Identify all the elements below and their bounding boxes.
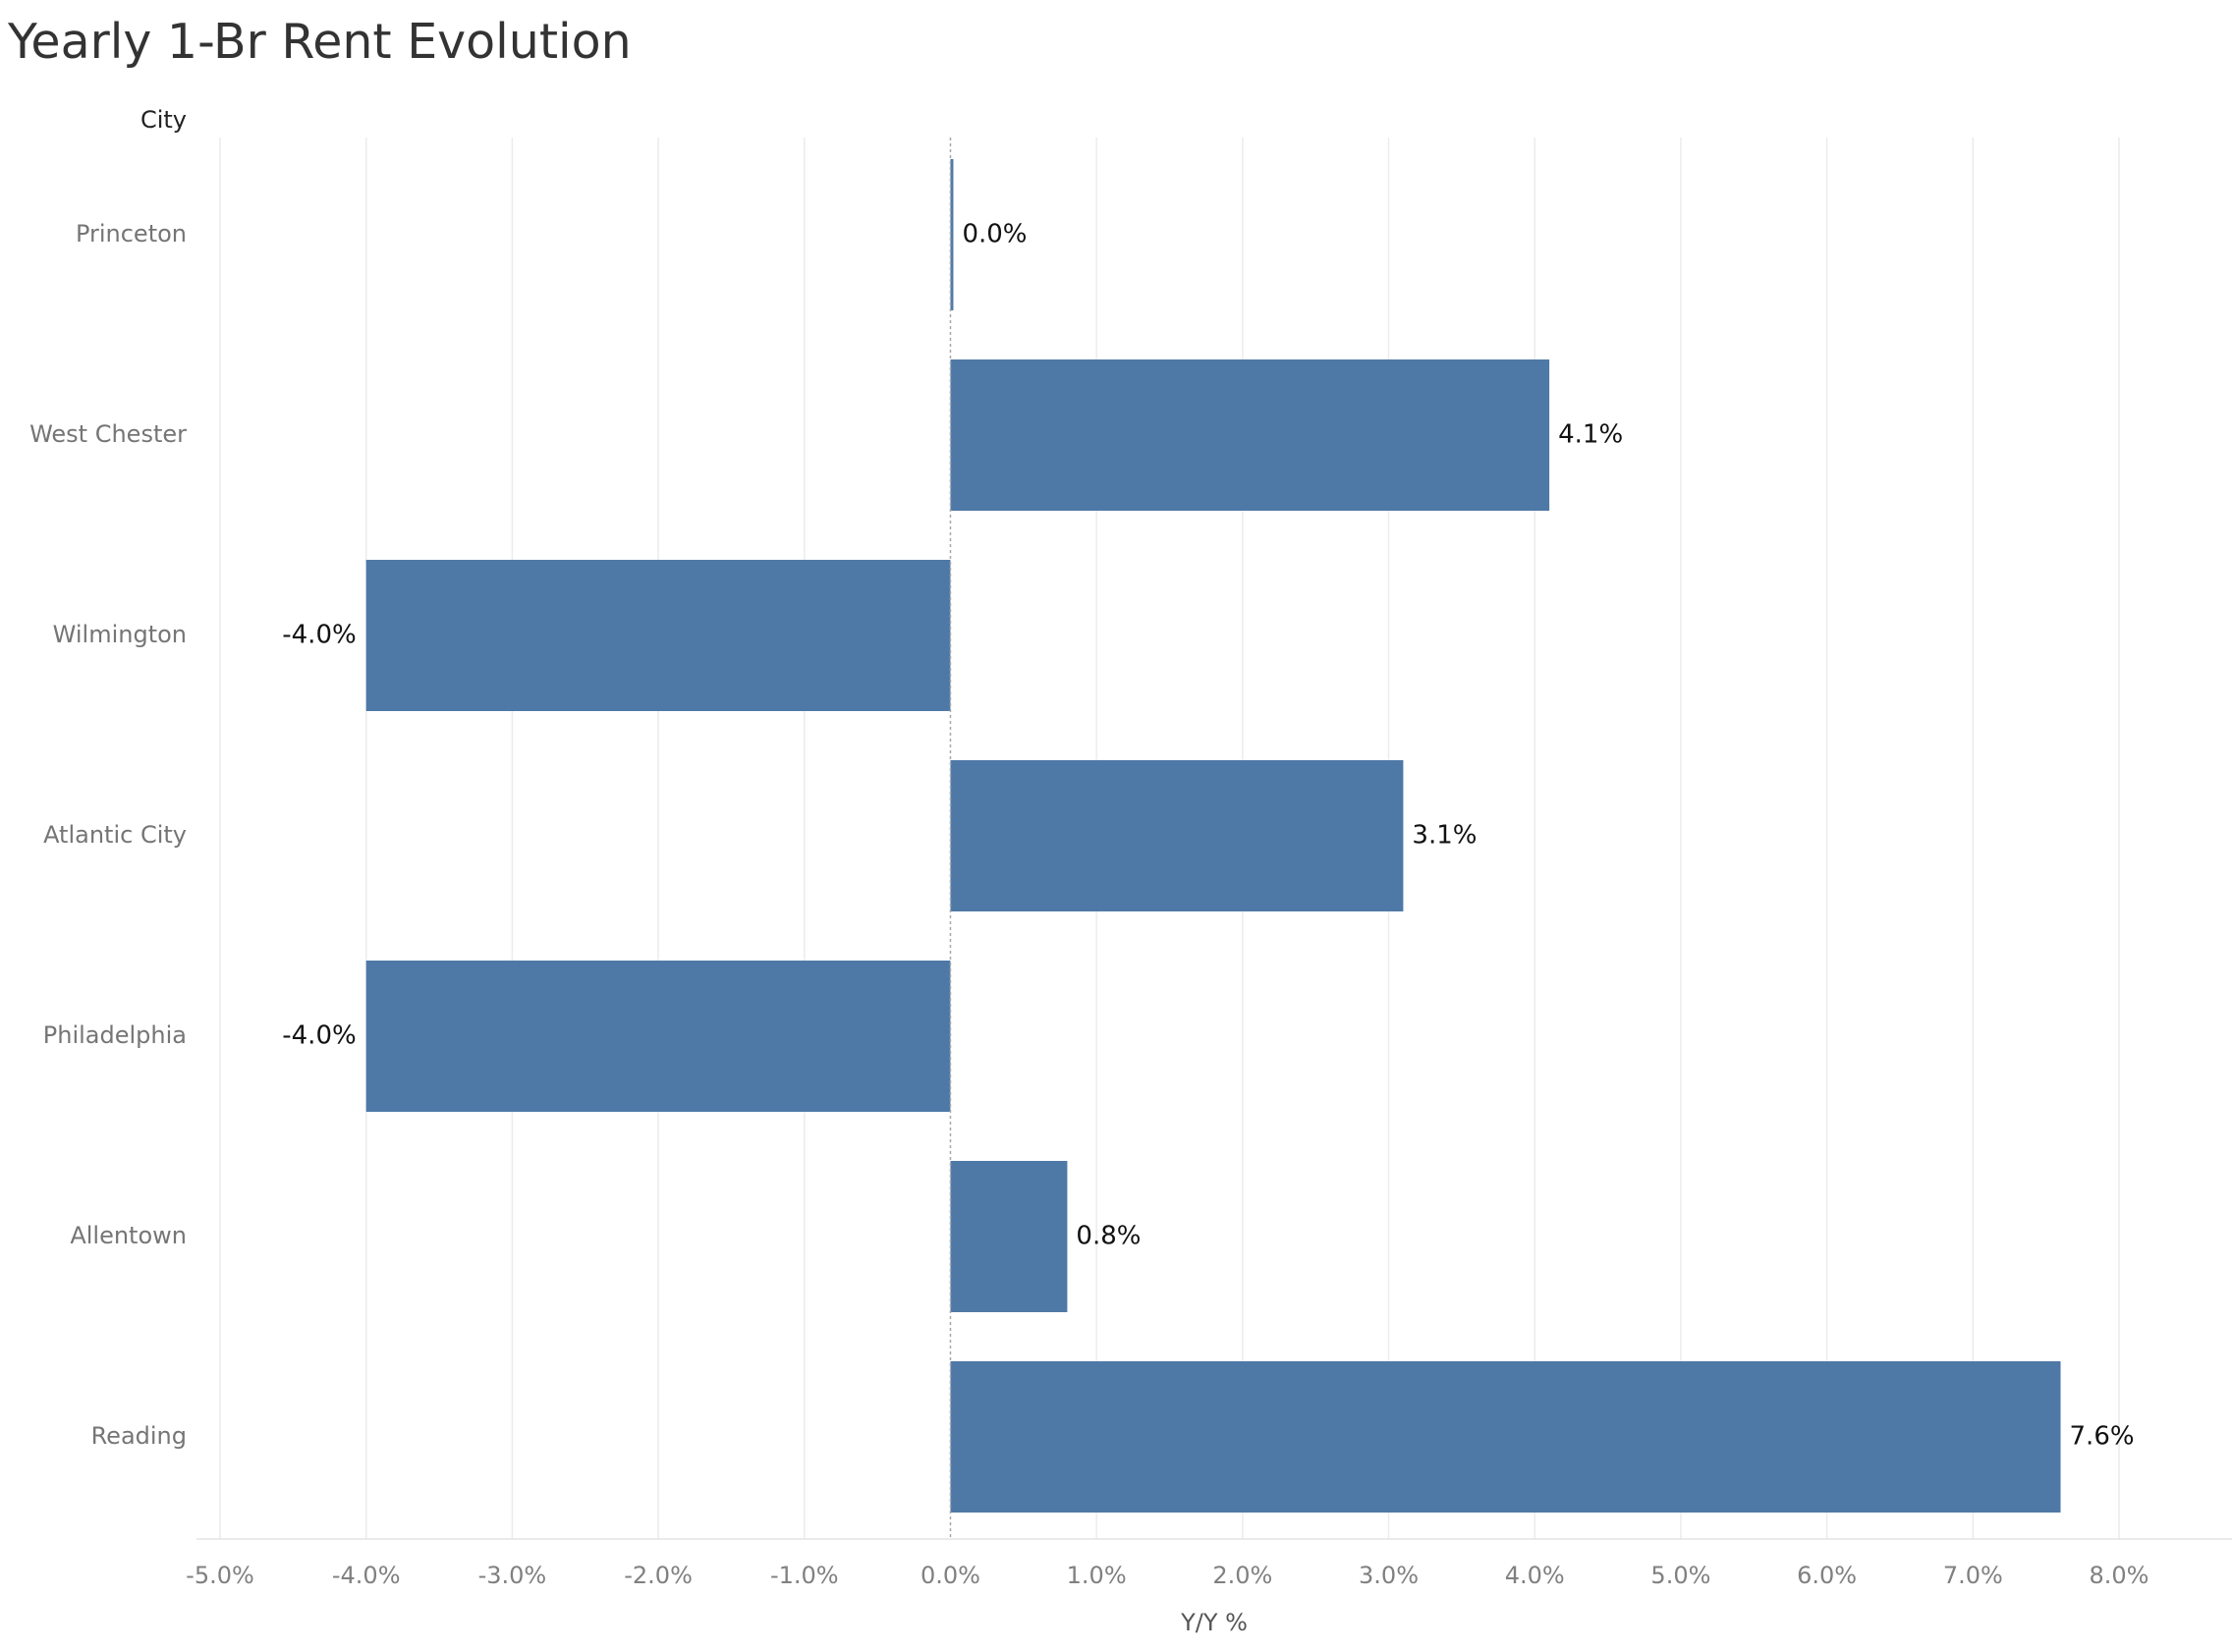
category-labels: Princeton West Chester Wilmington Atlantic … (29, 220, 187, 1450)
bar (950, 159, 954, 310)
x-axis-label: Y/Y % (1180, 1609, 1248, 1636)
x-tick-labels: -5.0% -4.0% -3.0% -2.0% -1.0% 0.0% 1.0% 2.0% 3.0… (186, 1562, 2148, 1589)
bar (950, 1361, 2061, 1513)
category-label: Atlantic City (43, 821, 187, 849)
data-label: 4.1% (1558, 420, 1623, 450)
x-tick-label: 2.0% (1212, 1562, 1272, 1589)
x-tick-label: 6.0% (1797, 1562, 1857, 1589)
category-label: Reading (91, 1422, 187, 1450)
bar (365, 560, 951, 711)
data-labels: 0.0% 4.1% -4.0% 3.1% -4.0% 0.8% 7.6% (282, 220, 2134, 1452)
data-label: 7.6% (2070, 1422, 2135, 1452)
x-tick-label: 0.0% (921, 1562, 980, 1589)
x-tick-label: -1.0% (770, 1562, 839, 1589)
bar (365, 961, 951, 1112)
category-label: Wilmington (53, 621, 187, 648)
data-label: 0.8% (1076, 1222, 1141, 1251)
x-tick-label: -3.0% (478, 1562, 547, 1589)
chart-title: Yearly 1-Br Rent Evolution (8, 14, 632, 70)
x-tick-label: 7.0% (1943, 1562, 2003, 1589)
x-tick-label: -2.0% (624, 1562, 693, 1589)
data-label: 0.0% (962, 220, 1027, 249)
data-label: 3.1% (1412, 821, 1477, 851)
bar (950, 760, 1404, 911)
bar (950, 1161, 1068, 1312)
category-label: Princeton (76, 220, 187, 248)
x-tick-label: 3.0% (1359, 1562, 1419, 1589)
category-label: Allentown (70, 1222, 187, 1249)
x-tick-label: -4.0% (332, 1562, 401, 1589)
category-label: Philadelphia (43, 1021, 187, 1049)
bars (365, 159, 2061, 1513)
x-tick-label: 4.0% (1505, 1562, 1565, 1589)
x-tick-label: 5.0% (1650, 1562, 1710, 1589)
bar (950, 359, 1550, 511)
data-label: -4.0% (282, 621, 356, 650)
x-tick-label: -5.0% (186, 1562, 254, 1589)
x-tick-label: 8.0% (2090, 1562, 2149, 1589)
data-label: -4.0% (282, 1021, 356, 1051)
y-axis-label: City (140, 106, 187, 134)
category-label: West Chester (29, 420, 187, 448)
x-tick-label: 1.0% (1067, 1562, 1127, 1589)
